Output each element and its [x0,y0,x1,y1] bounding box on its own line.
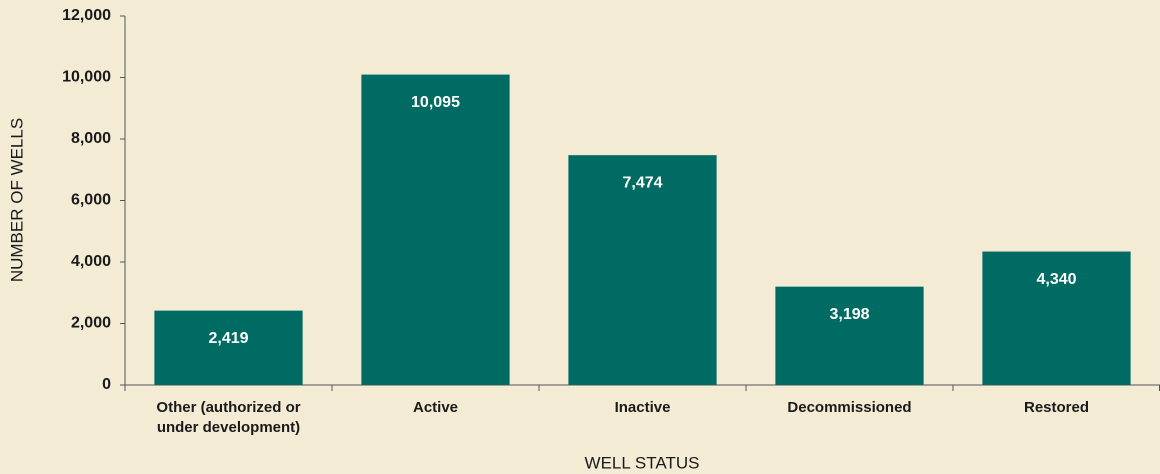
y-tick-label: 6,000 [71,192,111,209]
y-tick-label: 8,000 [71,130,111,147]
bar [154,310,303,385]
x-tick-label: Decommissioned [787,399,912,416]
x-axis-title: WELL STATUS [585,453,700,472]
y-tick-label: 4,000 [71,253,111,270]
x-tick-label: Other (authorized or under development) [156,399,301,436]
y-tick-label: 12,000 [62,7,111,24]
value-label: 10,095 [411,94,460,111]
bar [982,251,1131,385]
value-label: 2,419 [208,330,248,347]
y-axis-title: NUMBER OF WELLS [7,118,26,282]
y-tick-label: 0 [102,376,111,393]
value-label: 4,340 [1036,271,1076,288]
x-tick-label: Restored [1023,399,1090,416]
value-label: 7,474 [622,174,662,191]
bar [775,286,924,385]
value-label: 3,198 [829,306,869,323]
y-tick-label: 2,000 [71,315,111,332]
bar [568,155,717,385]
bar [361,74,510,386]
x-tick-label: Active [412,399,459,416]
y-tick-label: 10,000 [62,69,111,86]
x-tick-label: Inactive [614,399,671,416]
